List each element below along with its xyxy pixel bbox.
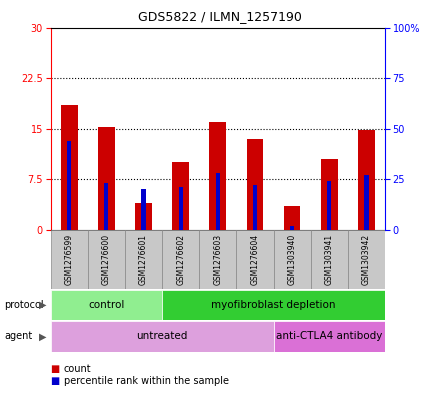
Text: count: count: [64, 364, 92, 374]
Text: GSM1303942: GSM1303942: [362, 234, 371, 285]
Bar: [172, 162, 189, 230]
Bar: [104, 184, 108, 230]
Text: GSM1276601: GSM1276601: [139, 234, 148, 285]
Text: GSM1276604: GSM1276604: [250, 234, 260, 285]
Bar: [51, 290, 162, 320]
Bar: [246, 139, 263, 230]
Bar: [162, 290, 385, 320]
Bar: [311, 230, 348, 289]
Bar: [98, 127, 115, 230]
Bar: [321, 159, 337, 230]
Bar: [141, 189, 146, 230]
Text: ▶: ▶: [38, 331, 46, 342]
Bar: [135, 203, 152, 230]
Text: ■: ■: [51, 364, 60, 374]
Bar: [51, 321, 274, 352]
Bar: [67, 141, 71, 230]
Bar: [236, 230, 274, 289]
Bar: [179, 187, 183, 230]
Bar: [348, 230, 385, 289]
Bar: [290, 226, 294, 230]
Bar: [327, 181, 331, 230]
Bar: [253, 185, 257, 230]
Bar: [209, 122, 226, 230]
Text: GSM1303940: GSM1303940: [288, 234, 297, 285]
Bar: [51, 230, 88, 289]
Text: untreated: untreated: [136, 331, 188, 342]
Bar: [162, 230, 199, 289]
Text: GSM1276602: GSM1276602: [176, 234, 185, 285]
Text: GSM1276603: GSM1276603: [213, 234, 222, 285]
Bar: [61, 105, 77, 230]
Bar: [274, 321, 385, 352]
Text: protocol: protocol: [4, 300, 44, 310]
Bar: [125, 230, 162, 289]
Bar: [216, 173, 220, 230]
Text: myofibroblast depletion: myofibroblast depletion: [211, 300, 336, 310]
Bar: [358, 130, 375, 230]
Text: ■: ■: [51, 376, 60, 386]
Text: GSM1276599: GSM1276599: [65, 234, 73, 285]
Text: GSM1303941: GSM1303941: [325, 234, 334, 285]
Text: anti-CTLA4 antibody: anti-CTLA4 antibody: [276, 331, 382, 342]
Bar: [199, 230, 236, 289]
Text: GSM1276600: GSM1276600: [102, 234, 111, 285]
Bar: [88, 230, 125, 289]
Text: agent: agent: [4, 331, 33, 342]
Text: GDS5822 / ILMN_1257190: GDS5822 / ILMN_1257190: [138, 10, 302, 23]
Text: ▶: ▶: [38, 300, 46, 310]
Bar: [274, 230, 311, 289]
Text: control: control: [88, 300, 125, 310]
Bar: [284, 206, 301, 230]
Text: percentile rank within the sample: percentile rank within the sample: [64, 376, 229, 386]
Bar: [364, 175, 369, 230]
